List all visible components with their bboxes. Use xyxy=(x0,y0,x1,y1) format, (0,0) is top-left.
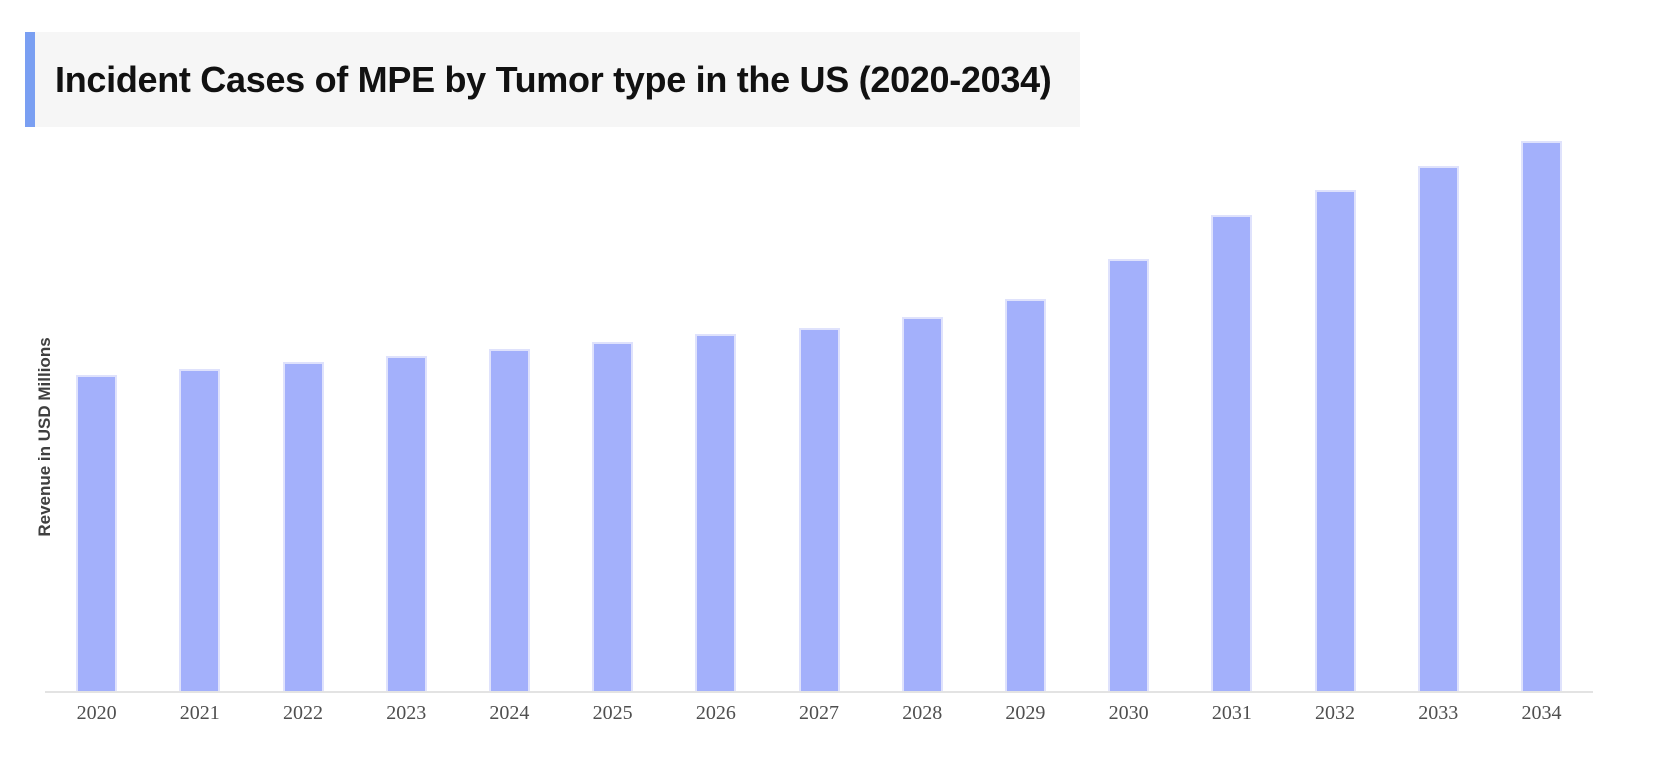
x-tick-label-2026: 2026 xyxy=(695,702,736,724)
bar-slot-2024 xyxy=(458,139,561,691)
bar-slot-2026 xyxy=(664,139,767,691)
bar-2028 xyxy=(901,317,943,691)
bar-2024 xyxy=(488,348,530,691)
x-tick-label-2023: 2023 xyxy=(386,702,427,724)
x-tick-label-2025: 2025 xyxy=(592,702,633,724)
bar-slot-2034 xyxy=(1490,139,1593,691)
bar-2034 xyxy=(1520,141,1562,691)
bar-slot-2030 xyxy=(1077,139,1180,691)
x-axis-labels: 2020 2021 2022 2023 2024 2025 2026 2027 2028 2029… xyxy=(45,702,1593,725)
bar-slot-2032 xyxy=(1283,139,1386,691)
x-tick-label-2022: 2022 xyxy=(283,702,323,724)
bar-slot-2031 xyxy=(1180,139,1283,691)
x-tick-label-2030: 2030 xyxy=(1108,702,1149,724)
plot-area xyxy=(45,139,1593,693)
x-tick-label-2032: 2032 xyxy=(1315,702,1356,724)
bar-2029 xyxy=(1004,298,1046,691)
bar-slot-2028 xyxy=(871,139,974,691)
x-tick-label-2021: 2021 xyxy=(179,702,220,724)
x-tick-label-2034: 2034 xyxy=(1521,702,1562,724)
bar-2033 xyxy=(1417,165,1459,691)
bar-2025 xyxy=(592,341,634,691)
x-tick-label-2029: 2029 xyxy=(1005,702,1046,724)
bar-slot-2021 xyxy=(148,139,251,691)
bar-2022 xyxy=(282,362,324,691)
bar-slot-2027 xyxy=(767,139,870,691)
bar-2030 xyxy=(1108,259,1150,691)
x-tick-label-2028: 2028 xyxy=(902,702,943,724)
chart-title-banner: Incident Cases of MPE by Tumor type in t… xyxy=(25,32,1080,127)
bar-slot-2023 xyxy=(355,139,458,691)
bar-2026 xyxy=(695,334,737,691)
x-tick-label-2027: 2027 xyxy=(799,702,840,724)
bar-slot-2025 xyxy=(561,139,664,691)
bar-2020 xyxy=(76,374,118,691)
bar-2023 xyxy=(385,356,427,691)
bar-2027 xyxy=(798,328,840,691)
bar-slot-2020 xyxy=(45,139,148,691)
bar-slot-2022 xyxy=(251,139,354,691)
x-tick-label-2024: 2024 xyxy=(489,702,530,724)
bar-2032 xyxy=(1314,190,1356,691)
bar-slot-2033 xyxy=(1387,139,1490,691)
x-tick-label-2020: 2020 xyxy=(76,702,117,724)
x-tick-label-2031: 2031 xyxy=(1211,702,1252,724)
title-accent-bar xyxy=(25,32,35,127)
bar-slot-2029 xyxy=(974,139,1077,691)
bar-2021 xyxy=(179,369,221,691)
bar-2031 xyxy=(1211,215,1253,691)
x-tick-label-2033: 2033 xyxy=(1418,702,1459,724)
chart-title: Incident Cases of MPE by Tumor type in t… xyxy=(35,32,1080,127)
